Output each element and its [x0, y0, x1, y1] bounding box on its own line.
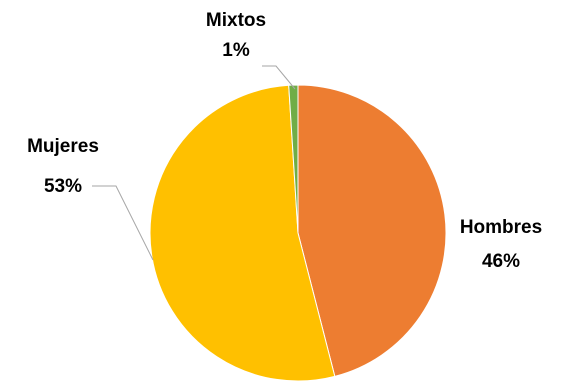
label-hombres-category: Hombres: [460, 217, 542, 238]
pie-slice-mixtos: [288, 84, 299, 234]
data-labels: Mixtos 1% Mujeres 53% Hombres 46%: [27, 10, 542, 272]
leader-line-mixtos: [262, 65, 296, 90]
label-mujeres-category: Mujeres: [27, 136, 99, 157]
label-mujeres-percent: 53%: [44, 176, 82, 197]
label-hombres-percent: 46%: [482, 251, 520, 272]
pie-slice-hombres: [297, 84, 447, 377]
leader-line-mujeres: [92, 185, 154, 261]
pie-slices: [149, 84, 447, 382]
label-mixtos-percent: 1%: [222, 40, 250, 61]
label-mixtos-category: Mixtos: [206, 10, 266, 31]
pie-slice-mujeres: [149, 84, 336, 382]
leader-lines: [92, 65, 296, 261]
